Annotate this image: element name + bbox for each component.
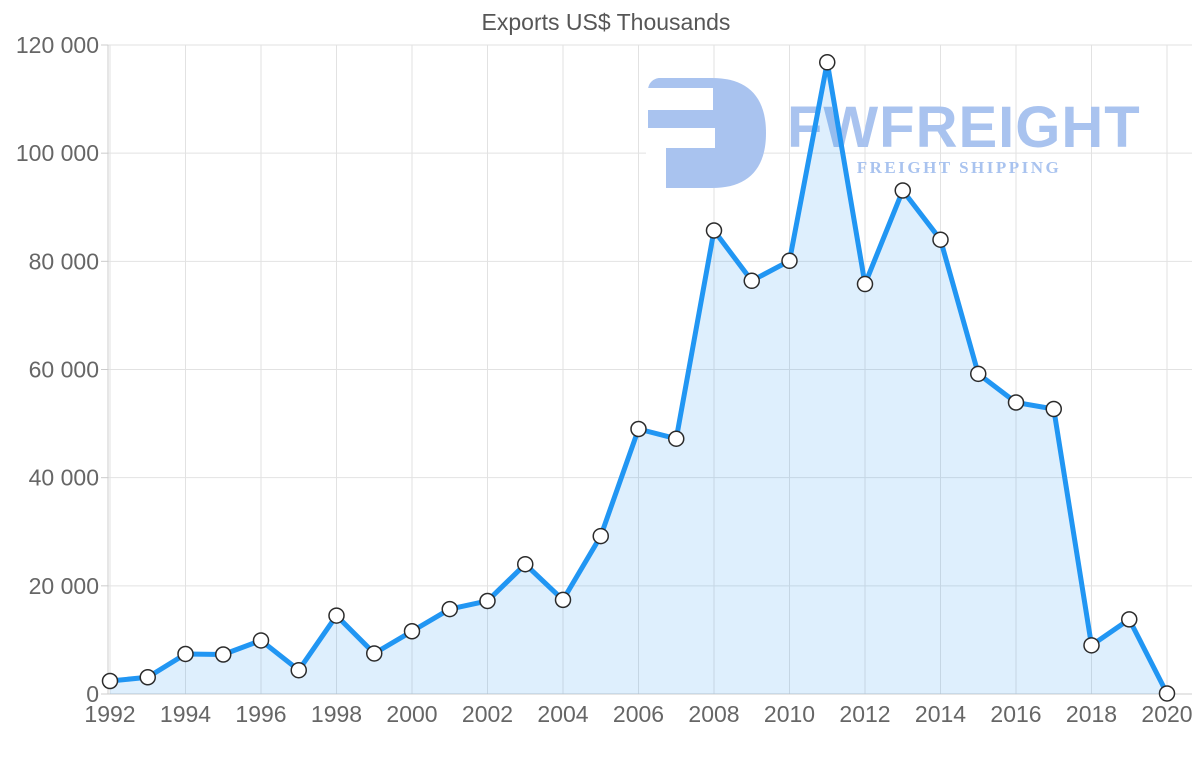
- svg-text:100 000: 100 000: [16, 140, 99, 166]
- svg-text:2008: 2008: [688, 701, 739, 727]
- svg-text:80 000: 80 000: [29, 248, 99, 274]
- exports-series: [101, 54, 1176, 702]
- watermark-tagline-text: FREIGHT SHIPPING: [857, 158, 1062, 177]
- svg-text:40 000: 40 000: [29, 465, 99, 491]
- svg-text:2004: 2004: [537, 701, 588, 727]
- svg-text:2020: 2020: [1141, 701, 1192, 727]
- svg-text:1996: 1996: [235, 701, 286, 727]
- svg-text:1998: 1998: [311, 701, 362, 727]
- fwfreight-logo-icon: [646, 78, 766, 190]
- svg-text:1992: 1992: [84, 701, 135, 727]
- svg-text:1994: 1994: [160, 701, 211, 727]
- chart-title: Exports US$ Thousands: [482, 9, 731, 35]
- svg-text:2006: 2006: [613, 701, 664, 727]
- svg-text:2000: 2000: [386, 701, 437, 727]
- svg-text:0: 0: [86, 681, 99, 707]
- fwfreight-watermark: FWFREIGHT FREIGHT SHIPPING: [646, 78, 1141, 190]
- svg-text:2018: 2018: [1066, 701, 1117, 727]
- svg-text:20 000: 20 000: [29, 573, 99, 599]
- svg-text:2014: 2014: [915, 701, 966, 727]
- watermark-brand-text: FWFREIGHT: [787, 95, 1141, 160]
- svg-text:2010: 2010: [764, 701, 815, 727]
- svg-text:2002: 2002: [462, 701, 513, 727]
- svg-text:60 000: 60 000: [29, 357, 99, 383]
- y-axis-labels: 0 20 000 40 000 60 000 80 000 100 000 120 000: [16, 32, 99, 707]
- svg-text:2012: 2012: [839, 701, 890, 727]
- chart-axes: [101, 44, 1192, 695]
- svg-text:2016: 2016: [990, 701, 1041, 727]
- svg-text:120 000: 120 000: [16, 32, 99, 58]
- x-axis-labels: 1992 1994 1996 1998 2000 2002 2004 2006 2008 2010…: [84, 701, 1192, 727]
